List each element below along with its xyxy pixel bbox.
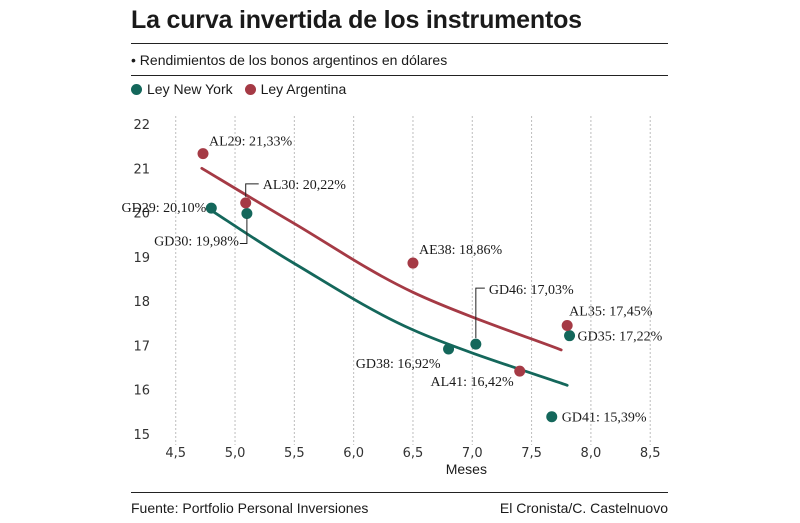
data-label: GD35: 17,22%	[578, 330, 663, 345]
credit-note: El Cronista/C. Castelnuovo	[499, 500, 668, 516]
legend-marker-arg	[244, 83, 256, 95]
y-tick-label: 20	[133, 207, 150, 222]
legend-item-ny: Ley New York	[131, 81, 233, 97]
trend-line-ny	[209, 209, 569, 387]
trend-line-arg	[200, 166, 563, 352]
data-label: AL41: 16,42%	[431, 375, 515, 390]
data-label: GD29: 20,10%	[122, 201, 207, 216]
data-point-ny	[564, 330, 576, 342]
x-tick-label: 6,0	[343, 446, 364, 461]
data-point-arg	[197, 148, 209, 160]
title-rule	[131, 43, 668, 44]
x-tick-label: 7,5	[521, 446, 542, 461]
label-leader-line	[245, 183, 259, 197]
y-tick-label: 21	[133, 162, 150, 177]
data-point-arg	[514, 365, 526, 377]
page-title: La curva invertida de los instrumentos	[131, 6, 582, 34]
data-point-ny	[241, 207, 253, 219]
y-tick-label: 18	[133, 295, 150, 310]
data-label: GD30: 19,98%	[154, 234, 239, 249]
y-tick-label: 22	[133, 118, 150, 133]
x-tick-label: 8,5	[640, 446, 661, 461]
data-point-arg	[561, 320, 573, 331]
data-point-arg	[407, 257, 419, 269]
x-tick-label: 6,5	[403, 446, 424, 461]
source-note: Fuente: Portfolio Personal Inversiones	[131, 500, 369, 516]
subtitle-rule	[131, 75, 668, 76]
x-tick-label: 5,0	[225, 446, 246, 461]
data-point-ny	[470, 338, 482, 350]
y-tick-label: 19	[133, 251, 150, 266]
data-label: AL29: 21,33%	[209, 135, 293, 150]
data-point-ny	[443, 343, 455, 355]
data-label: AL30: 20,22%	[263, 178, 347, 193]
data-label: GD38: 16,92%	[356, 357, 441, 372]
chart-legend: Ley New York Ley Argentina	[131, 81, 358, 97]
label-leader-line	[475, 287, 485, 339]
x-axis-title: Meses	[446, 461, 487, 477]
y-tick-label: 15	[133, 428, 150, 443]
chart-plot: 15 16 17 18 19 20 21 22 4,5 5,0 5,5 6,0 6,5 7,0 7,5 8,0…	[122, 116, 663, 477]
x-tick-label: 8,0	[581, 446, 602, 461]
footer-rule	[131, 492, 668, 493]
x-tick-label: 5,5	[284, 446, 305, 461]
data-label: AL35: 17,45%	[569, 305, 653, 320]
legend-label-ny: Ley New York	[147, 81, 233, 97]
data-label: GD41: 15,39%	[562, 411, 647, 426]
data-label: AE38: 18,86%	[419, 243, 503, 258]
data-point-ny	[205, 202, 217, 214]
label-leader-line	[239, 218, 248, 244]
y-tick-label: 16	[133, 384, 150, 399]
x-tick-label: 4,5	[165, 446, 186, 461]
y-tick-label: 17	[133, 339, 150, 354]
x-tick-label: 7,0	[462, 446, 483, 461]
data-point-ny	[546, 411, 558, 423]
legend-label-arg: Ley Argentina	[260, 81, 347, 97]
chart-subtitle: • Rendimientos de los bonos argentinos e…	[131, 52, 448, 68]
data-point-arg	[240, 197, 252, 209]
legend-marker-ny	[131, 83, 142, 95]
data-label: GD46: 17,03%	[489, 283, 574, 298]
legend-item-arg: Ley Argentina	[244, 81, 347, 97]
